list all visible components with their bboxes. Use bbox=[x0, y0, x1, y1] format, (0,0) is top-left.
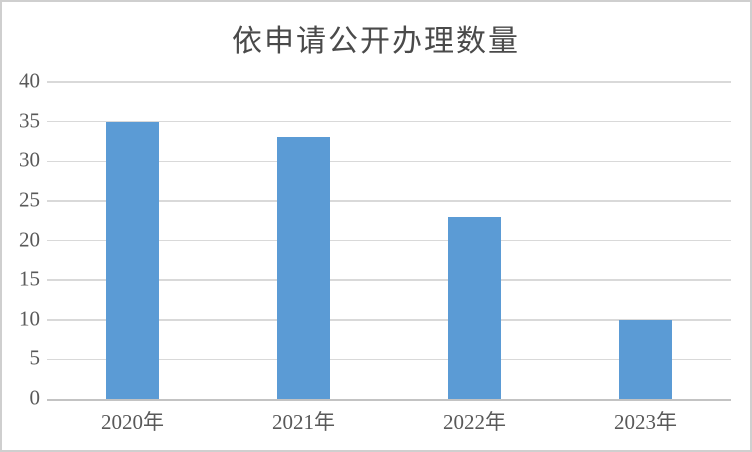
x-axis-line bbox=[47, 399, 731, 401]
y-tick-label-5: 5 bbox=[29, 346, 41, 371]
gridline-25 bbox=[47, 200, 731, 202]
y-tick-label-40: 40 bbox=[19, 68, 40, 93]
y-tick-label-35: 35 bbox=[19, 108, 40, 133]
y-tick-label-10: 10 bbox=[19, 306, 40, 331]
gridline-30 bbox=[47, 160, 731, 162]
x-tick-label-2023年: 2023年 bbox=[614, 410, 677, 434]
x-tick-label-2021年: 2021年 bbox=[272, 410, 335, 434]
gridline-5 bbox=[47, 358, 731, 361]
y-tick-label-15: 15 bbox=[19, 266, 40, 291]
gridline-10 bbox=[47, 319, 731, 321]
y-tick-label-25: 25 bbox=[19, 187, 40, 212]
bar-2023年 bbox=[619, 319, 672, 399]
x-tick-label-2020年: 2020年 bbox=[101, 410, 164, 434]
y-tick-label-0: 0 bbox=[29, 385, 41, 410]
bar-2020年 bbox=[106, 121, 159, 399]
y-tick-label-30: 30 bbox=[19, 147, 40, 172]
chart-title: 依申请公开办理数量 bbox=[232, 25, 520, 58]
gridline-20 bbox=[47, 239, 731, 242]
gridline-40 bbox=[47, 81, 731, 83]
y-tick-label-20: 20 bbox=[19, 227, 40, 252]
gridline-35 bbox=[47, 120, 731, 123]
bar-2021年 bbox=[277, 137, 330, 399]
x-tick-label-2022年: 2022年 bbox=[443, 410, 506, 434]
bar-2022年 bbox=[448, 216, 501, 399]
gridline-15 bbox=[47, 279, 731, 281]
